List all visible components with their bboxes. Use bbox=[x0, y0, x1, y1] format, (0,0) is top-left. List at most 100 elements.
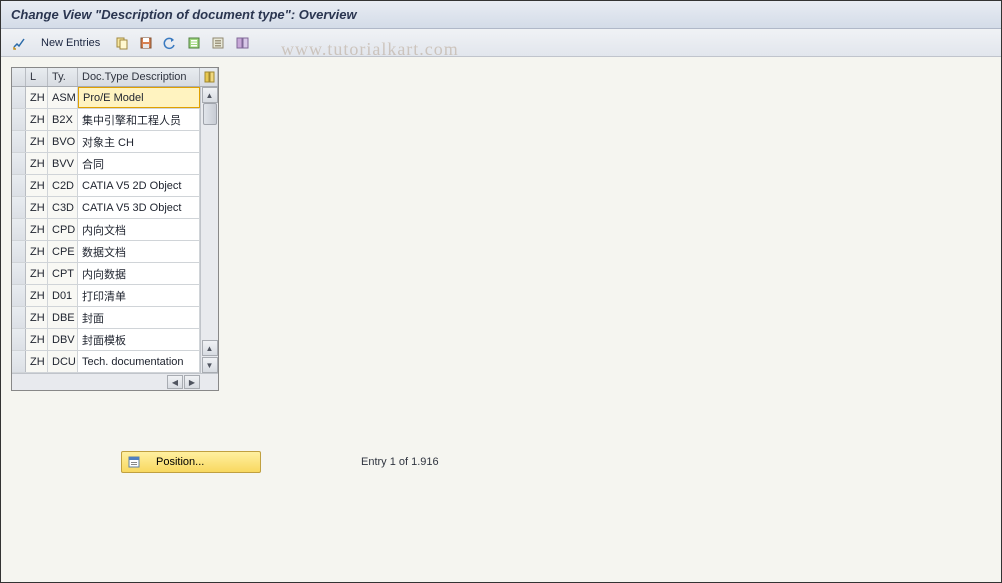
cell-type: ASM bbox=[48, 87, 78, 108]
table-row[interactable]: ZHDBV封面模板 bbox=[12, 329, 200, 351]
row-selector[interactable] bbox=[12, 87, 26, 108]
header-config-icon[interactable] bbox=[200, 68, 218, 86]
cell-desc[interactable]: 封面模板 bbox=[78, 329, 200, 350]
header-desc[interactable]: Doc.Type Description bbox=[78, 68, 200, 86]
config-icon[interactable] bbox=[232, 34, 252, 52]
cell-type: DCU bbox=[48, 351, 78, 372]
cell-type: B2X bbox=[48, 109, 78, 130]
cell-desc[interactable]: 数据文档 bbox=[78, 241, 200, 262]
footer-row: Position... Entry 1 of 1.916 bbox=[11, 451, 991, 473]
save-icon[interactable] bbox=[136, 34, 156, 52]
position-label: Position... bbox=[156, 456, 204, 468]
table-row[interactable]: ZHD01打印清单 bbox=[12, 285, 200, 307]
copy-icon[interactable] bbox=[112, 34, 132, 52]
table-row[interactable]: ZHB2X集中引擎和工程人员 bbox=[12, 109, 200, 131]
row-selector[interactable] bbox=[12, 109, 26, 130]
cell-lang: ZH bbox=[26, 175, 48, 196]
scroll-right-icon[interactable]: ▶ bbox=[184, 375, 200, 389]
undo-icon[interactable] bbox=[160, 34, 180, 52]
cell-type: C3D bbox=[48, 197, 78, 218]
cell-type: CPT bbox=[48, 263, 78, 284]
cell-type: BVO bbox=[48, 131, 78, 152]
cell-desc[interactable]: CATIA V5 3D Object bbox=[78, 197, 200, 218]
row-selector[interactable] bbox=[12, 219, 26, 240]
position-button[interactable]: Position... bbox=[121, 451, 261, 473]
grid-header: L Ty. Doc.Type Description bbox=[12, 68, 218, 87]
table-row[interactable]: ZHCPT内向数据 bbox=[12, 263, 200, 285]
page-title: Change View "Description of document typ… bbox=[11, 7, 357, 22]
cell-desc[interactable]: 打印清单 bbox=[78, 285, 200, 306]
table-row[interactable]: ZHCPD内向文档 bbox=[12, 219, 200, 241]
row-selector[interactable] bbox=[12, 307, 26, 328]
new-entries-button[interactable]: New Entries bbox=[33, 35, 108, 51]
cell-desc[interactable]: Tech. documentation bbox=[78, 351, 200, 372]
header-lang[interactable]: L bbox=[26, 68, 48, 86]
cell-lang: ZH bbox=[26, 153, 48, 174]
header-type[interactable]: Ty. bbox=[48, 68, 78, 86]
scroll-thumb[interactable] bbox=[203, 103, 217, 125]
table-row[interactable]: ZHC3DCATIA V5 3D Object bbox=[12, 197, 200, 219]
entry-counter: Entry 1 of 1.916 bbox=[361, 456, 439, 468]
cell-desc[interactable]: CATIA V5 2D Object bbox=[78, 175, 200, 196]
grid-body: ZHASMPro/E ModelZHB2X集中引擎和工程人员ZHBVO对象主 C… bbox=[12, 87, 218, 373]
row-selector[interactable] bbox=[12, 351, 26, 372]
table-row[interactable]: ZHCPE数据文档 bbox=[12, 241, 200, 263]
title-bar: Change View "Description of document typ… bbox=[1, 1, 1001, 29]
row-selector[interactable] bbox=[12, 285, 26, 306]
position-icon bbox=[128, 455, 142, 469]
cell-desc[interactable]: 内向文档 bbox=[78, 219, 200, 240]
row-selector[interactable] bbox=[12, 131, 26, 152]
toggle-display-icon[interactable] bbox=[9, 34, 29, 52]
content-area: L Ty. Doc.Type Description ZHASMPro/E Mo… bbox=[1, 57, 1001, 483]
cell-desc[interactable]: Pro/E Model bbox=[78, 87, 200, 108]
row-selector[interactable] bbox=[12, 329, 26, 350]
cell-lang: ZH bbox=[26, 219, 48, 240]
cell-lang: ZH bbox=[26, 131, 48, 152]
cell-desc[interactable]: 合同 bbox=[78, 153, 200, 174]
cell-lang: ZH bbox=[26, 197, 48, 218]
deselect-all-icon[interactable] bbox=[208, 34, 228, 52]
cell-type: DBE bbox=[48, 307, 78, 328]
header-selector[interactable] bbox=[12, 68, 26, 86]
cell-type: C2D bbox=[48, 175, 78, 196]
row-selector[interactable] bbox=[12, 241, 26, 262]
scroll-down-icon[interactable]: ▼ bbox=[202, 357, 218, 373]
cell-lang: ZH bbox=[26, 285, 48, 306]
table-row[interactable]: ZHC2DCATIA V5 2D Object bbox=[12, 175, 200, 197]
table-row[interactable]: ZHDCUTech. documentation bbox=[12, 351, 200, 373]
scroll-track[interactable] bbox=[202, 103, 218, 340]
select-all-icon[interactable] bbox=[184, 34, 204, 52]
cell-lang: ZH bbox=[26, 263, 48, 284]
scroll-left-icon[interactable]: ◀ bbox=[167, 375, 183, 389]
cell-type: CPD bbox=[48, 219, 78, 240]
cell-type: DBV bbox=[48, 329, 78, 350]
row-selector[interactable] bbox=[12, 175, 26, 196]
row-selector[interactable] bbox=[12, 153, 26, 174]
cell-desc[interactable]: 对象主 CH bbox=[78, 131, 200, 152]
cell-type: CPE bbox=[48, 241, 78, 262]
cell-type: BVV bbox=[48, 153, 78, 174]
cell-desc[interactable]: 内向数据 bbox=[78, 263, 200, 284]
scroll-up-icon[interactable]: ▲ bbox=[202, 87, 218, 103]
cell-lang: ZH bbox=[26, 241, 48, 262]
table-row[interactable]: ZHBVV合同 bbox=[12, 153, 200, 175]
vertical-scrollbar[interactable]: ▲ ▲ ▼ bbox=[200, 87, 218, 373]
horizontal-scrollbar[interactable]: ◀ ▶ bbox=[12, 373, 218, 390]
grid-rows: ZHASMPro/E ModelZHB2X集中引擎和工程人员ZHBVO对象主 C… bbox=[12, 87, 200, 373]
row-selector[interactable] bbox=[12, 263, 26, 284]
cell-lang: ZH bbox=[26, 329, 48, 350]
scroll-line-up-icon[interactable]: ▲ bbox=[202, 340, 218, 356]
cell-lang: ZH bbox=[26, 307, 48, 328]
cell-type: D01 bbox=[48, 285, 78, 306]
cell-lang: ZH bbox=[26, 351, 48, 372]
table-row[interactable]: ZHDBE封面 bbox=[12, 307, 200, 329]
cell-desc[interactable]: 封面 bbox=[78, 307, 200, 328]
table-row[interactable]: ZHBVO对象主 CH bbox=[12, 131, 200, 153]
toolbar: New Entries bbox=[1, 29, 1001, 57]
cell-lang: ZH bbox=[26, 87, 48, 108]
cell-lang: ZH bbox=[26, 109, 48, 130]
data-grid: L Ty. Doc.Type Description ZHASMPro/E Mo… bbox=[11, 67, 219, 391]
row-selector[interactable] bbox=[12, 197, 26, 218]
cell-desc[interactable]: 集中引擎和工程人员 bbox=[78, 109, 200, 130]
table-row[interactable]: ZHASMPro/E Model bbox=[12, 87, 200, 109]
